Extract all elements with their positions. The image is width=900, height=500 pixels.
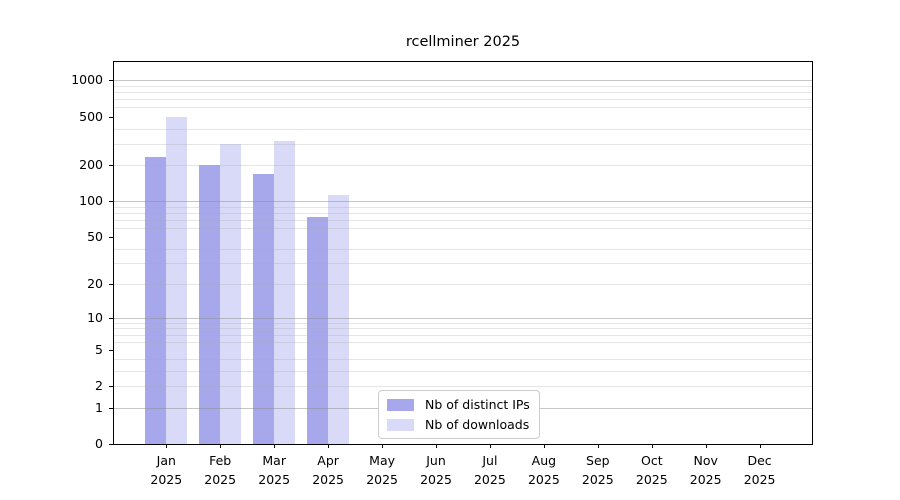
y-tick-label-500: 500 (79, 108, 103, 124)
y-tick-mark-100 (109, 201, 113, 202)
bar-downloads-jan (166, 116, 188, 444)
x-tick-mark-dec (759, 444, 761, 448)
y-tick-mark-20 (109, 283, 113, 285)
gridline-800 (114, 92, 812, 93)
chart-title: rcellminer 2025 (405, 34, 521, 50)
x-tick-label-jul: Jul 2025 (473, 453, 506, 487)
y-tick-mark-5 (109, 349, 113, 351)
x-tick-label-feb: Feb 2025 (204, 453, 237, 487)
x-tick-mark-sep (597, 444, 599, 448)
gridline-900 (114, 85, 812, 87)
y-tick-mark-1 (109, 407, 113, 409)
bar-distinct-ips-mar (253, 174, 275, 444)
y-tick-label-10: 10 (87, 309, 103, 325)
x-tick-label-jun: Jun 2025 (420, 453, 452, 487)
y-tick-label-200: 200 (79, 156, 103, 172)
x-tick-label-sep: Sep 2025 (581, 453, 614, 487)
x-tick-mark-feb (220, 444, 222, 448)
x-tick-label-apr: Apr 2025 (312, 453, 344, 487)
y-tick-mark-2 (109, 386, 113, 388)
x-tick-label-dec: Dec 2025 (743, 453, 776, 487)
x-tick-mark-jan (166, 444, 168, 448)
legend: Nb of distinct IPs Nb of downloads (378, 390, 540, 439)
bar-downloads-apr (328, 195, 350, 444)
gridline-300 (114, 143, 812, 145)
plot-area: rcellminer 2025 0 1 2 5 10 20 50 100 200 500 1000 J… (71, 34, 813, 487)
y-tick-label-5: 5 (95, 341, 103, 357)
x-tick-mark-aug (543, 444, 545, 448)
legend-swatch-distinct-ips (387, 398, 414, 411)
x-tick-label-may: May 2025 (366, 453, 398, 487)
y-tick-label-100: 100 (79, 193, 103, 208)
y-tick-label-2: 2 (95, 378, 103, 394)
bar-distinct-ips-jan (145, 156, 167, 444)
x-tick-label-nov: Nov 2025 (689, 453, 722, 487)
legend-entry-distinct-ips: Nb of distinct IPs (387, 397, 530, 412)
gridline-400 (114, 128, 812, 130)
bar-downloads-mar (274, 141, 296, 444)
x-tick-label-jan: Jan 2025 (150, 453, 183, 487)
y-tick-label-1: 1 (95, 399, 103, 415)
y-tick-mark-10 (109, 317, 113, 319)
x-tick-mark-oct (651, 444, 653, 448)
x-tick-mark-apr (328, 444, 330, 448)
legend-label-distinct-ips: Nb of distinct IPs (425, 397, 530, 412)
y-tick-mark-200 (109, 164, 113, 166)
bar-distinct-ips-apr (307, 216, 329, 444)
legend-swatch-downloads (387, 418, 414, 431)
y-tick-label-50: 50 (87, 229, 103, 244)
y-tick-label-20: 20 (87, 275, 103, 291)
gridline-1000 (114, 80, 812, 82)
y-tick-mark-500 (109, 116, 113, 118)
legend-label-downloads: Nb of downloads (425, 417, 530, 432)
x-tick-mark-mar (274, 444, 276, 448)
x-tick-mark-nov (705, 444, 707, 448)
x-tick-mark-jun (436, 444, 437, 448)
bar-downloads-feb (220, 143, 242, 444)
y-tick-label-0: 0 (95, 436, 103, 451)
x-tick-label-oct: Oct 2025 (635, 453, 668, 487)
gridline-700 (114, 99, 812, 101)
y-tick-mark-1000 (109, 80, 113, 82)
x-tick-label-aug: Aug 2025 (527, 453, 560, 487)
y-tick-label-1000: 1000 (71, 72, 103, 88)
y-tick-mark-0 (109, 444, 113, 445)
x-tick-mark-jul (489, 444, 491, 448)
gridline-600 (114, 107, 812, 109)
x-tick-label-mar: Mar 2025 (258, 453, 291, 487)
x-tick-mark-may (382, 444, 384, 448)
bar-distinct-ips-feb (199, 165, 221, 444)
legend-entry-downloads: Nb of downloads (387, 417, 530, 432)
y-tick-mark-50 (109, 237, 113, 238)
